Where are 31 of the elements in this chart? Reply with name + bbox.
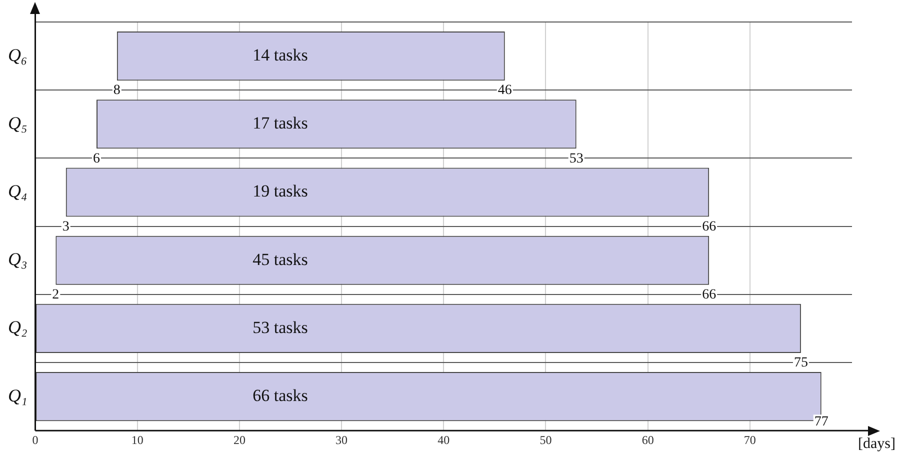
x-tick-label: 30 — [336, 432, 348, 447]
x-tick-label: 0 — [32, 432, 38, 447]
annotation: 2 — [52, 288, 60, 303]
y-tick-label: Q₂ — [8, 317, 28, 338]
y-tick-label: Q₃ — [8, 249, 28, 270]
annotation: 66 tasks — [252, 386, 308, 406]
annotation: 19 tasks — [252, 182, 308, 201]
y-tick-label: Q₁ — [8, 385, 28, 406]
x-tick-label: 50 — [540, 432, 552, 447]
x-tick-label: 60 — [642, 432, 654, 447]
annotation: 17 tasks — [252, 114, 308, 133]
y-tick-label: Q₅ — [8, 112, 28, 133]
annotation: 6 — [93, 151, 100, 166]
annotation: 46 — [498, 83, 512, 98]
annotation: 66 — [702, 288, 716, 303]
x-tick-label: 70 — [744, 432, 756, 447]
annotation: 45 tasks — [252, 250, 308, 269]
annotation: 53 tasks — [252, 318, 308, 337]
x-tick-label: 20 — [233, 432, 246, 447]
annotation: 3 — [62, 219, 70, 234]
annotation: 8 — [113, 83, 120, 98]
annotation: 14 tasks — [252, 46, 308, 65]
y-tick-label: Q₆ — [8, 44, 28, 65]
annotation: 53 — [569, 151, 584, 166]
annotation: 66 — [702, 219, 716, 234]
y-tick-label: Q₄ — [8, 180, 28, 201]
x-tick-label: 40 — [438, 432, 450, 447]
x-tick-label: 10 — [131, 432, 144, 447]
annotation: 75 — [794, 356, 808, 371]
x-axis-title: [days] — [858, 436, 896, 452]
annotation: 77 — [814, 414, 828, 430]
